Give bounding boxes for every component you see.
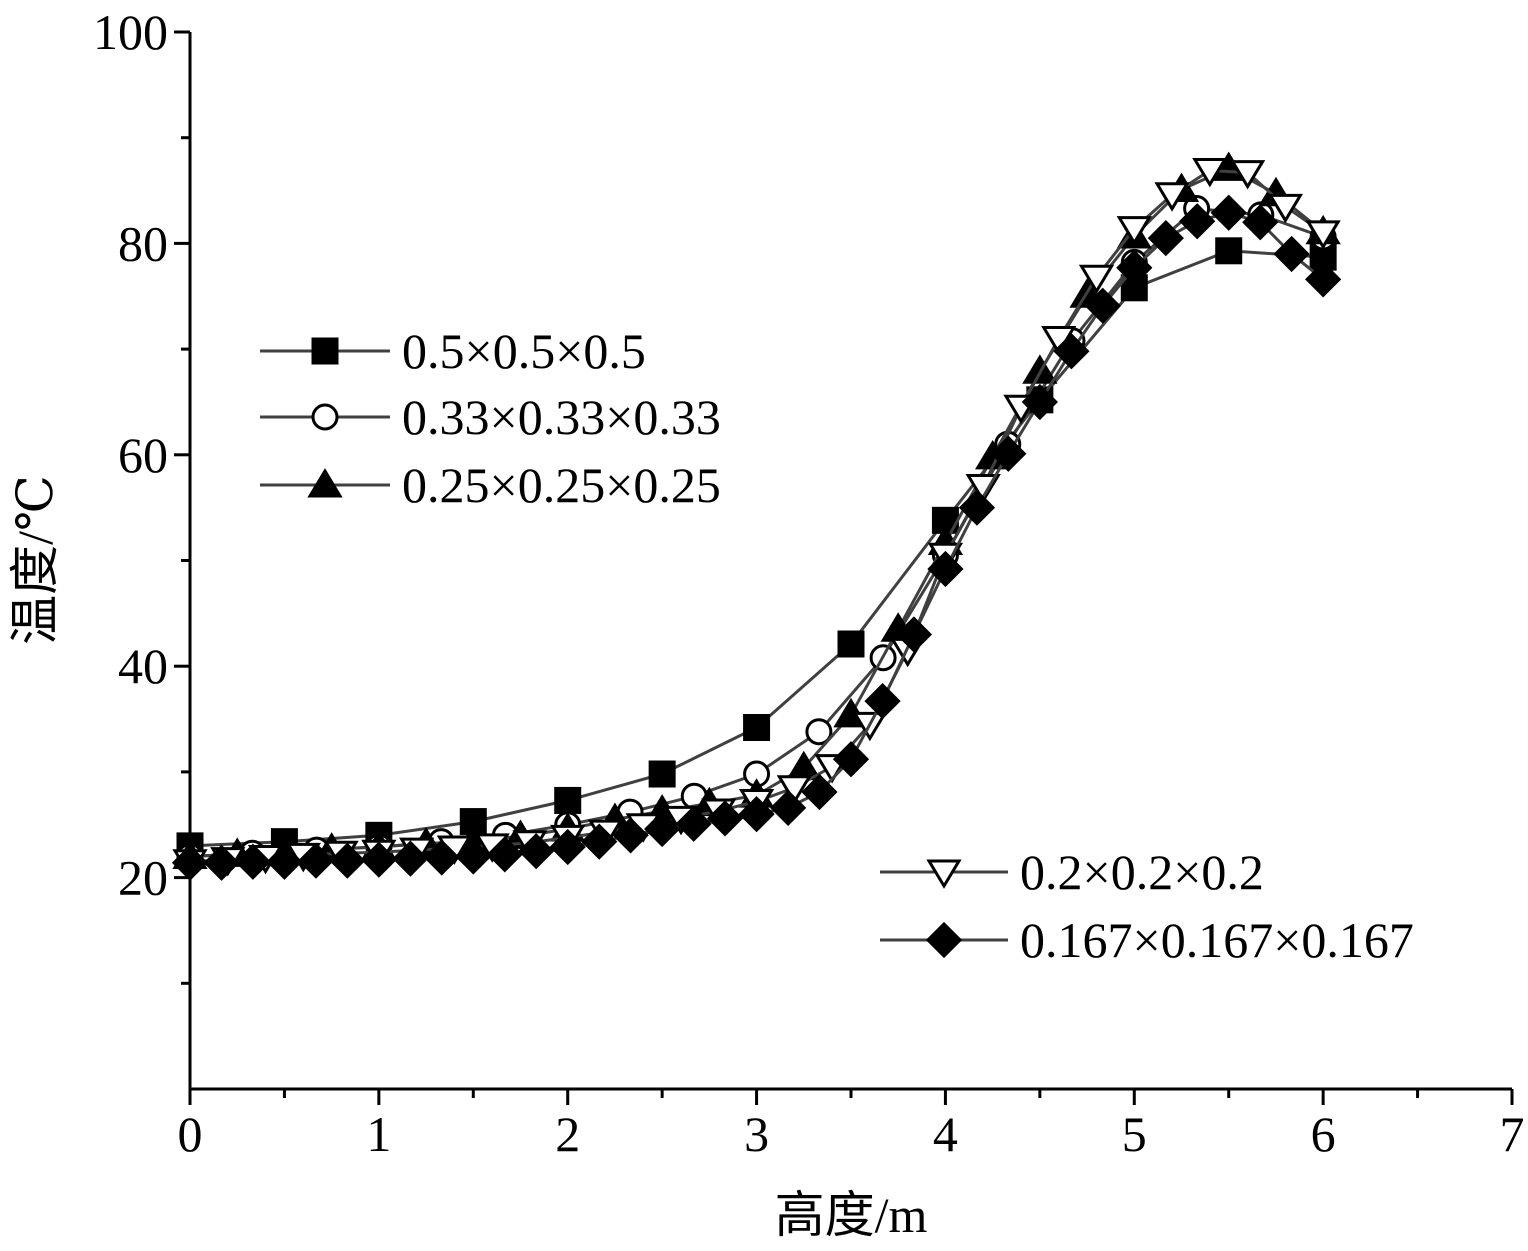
data-point <box>1116 249 1153 286</box>
data-point <box>581 823 618 860</box>
axes: 0 1 2 3 4 5 6 7 20 40 60 80 100 <box>93 4 1525 1162</box>
data-point <box>990 435 1027 472</box>
data-point <box>486 836 523 873</box>
data-point <box>1267 193 1304 224</box>
series-line <box>189 168 1324 864</box>
y-tick-label: 20 <box>118 850 168 906</box>
data-point <box>1116 216 1152 246</box>
legend: 0.5×0.5×0.5 0.33×0.33×0.33 0.25×0.25×0.25 0… <box>260 323 1414 968</box>
data-point <box>706 800 744 837</box>
data-point <box>648 760 676 788</box>
x-tick-label: 5 <box>1122 1106 1147 1162</box>
data-point <box>927 550 964 588</box>
x-tick-label: 6 <box>1311 1106 1336 1162</box>
x-tick-label: 3 <box>744 1106 769 1162</box>
x-tick-label: 0 <box>178 1106 203 1162</box>
y-axis-label: 温度/℃ <box>7 475 63 645</box>
x-tick-label: 4 <box>933 1106 958 1162</box>
legend-marker <box>925 921 963 959</box>
legend-entry: 0.167×0.167×0.167 <box>880 912 1414 968</box>
legend-marker <box>311 403 339 431</box>
data-point <box>266 843 303 880</box>
legend-entry: 0.33×0.33×0.33 <box>260 389 721 445</box>
data-point <box>1179 203 1216 240</box>
data-point <box>895 616 933 653</box>
data-point <box>549 828 586 866</box>
y-ticks: 20 40 60 80 100 <box>93 4 190 985</box>
x-tick-label: 1 <box>366 1106 391 1162</box>
data-point <box>1242 204 1279 241</box>
legend-marker <box>311 337 339 365</box>
data-point <box>776 775 812 805</box>
data-point <box>360 841 397 878</box>
data-point <box>837 630 865 658</box>
data-point <box>864 682 901 720</box>
y-tick-label: 100 <box>93 4 168 60</box>
series-line <box>189 206 1324 858</box>
data-point <box>203 844 240 881</box>
data-point <box>1078 264 1115 295</box>
data-point <box>1229 160 1266 190</box>
data-point <box>423 839 460 876</box>
legend-label: 0.167×0.167×0.167 <box>1020 912 1414 968</box>
data-point <box>769 789 807 826</box>
data-point <box>1154 182 1190 212</box>
x-ticks: 0 1 2 3 4 5 6 7 <box>178 1089 1525 1162</box>
legend-label: 0.5×0.5×0.5 <box>402 323 646 379</box>
data-point <box>554 786 582 814</box>
legend-entry: 0.25×0.25×0.25 <box>260 457 721 513</box>
data-point <box>1084 287 1121 324</box>
data-point <box>329 842 366 879</box>
series-5 <box>171 194 1342 881</box>
series-layer <box>171 151 1342 881</box>
data-point <box>518 833 555 870</box>
data-point <box>958 489 996 526</box>
x-tick-label: 2 <box>555 1106 580 1162</box>
data-point <box>675 805 712 842</box>
data-point <box>1147 219 1184 257</box>
data-point <box>738 796 775 833</box>
data-point <box>644 810 681 848</box>
data-point <box>832 741 870 778</box>
data-point <box>392 840 429 877</box>
y-tick-label: 80 <box>118 215 168 271</box>
data-point <box>1210 194 1247 231</box>
data-point <box>1192 157 1228 188</box>
data-point <box>234 843 272 880</box>
data-point <box>297 842 335 879</box>
series-3 <box>172 151 1341 869</box>
data-point <box>801 773 838 811</box>
data-point <box>1021 383 1058 421</box>
legend-marker <box>307 468 343 498</box>
series-line <box>189 249 1324 848</box>
x-axis-label: 高度/m <box>775 1187 928 1243</box>
data-point <box>1215 237 1243 265</box>
legend-entry: 0.2×0.2×0.2 <box>880 844 1264 900</box>
y-tick-label: 60 <box>118 427 168 483</box>
legend-label: 0.33×0.33×0.33 <box>402 389 721 445</box>
data-point <box>1053 333 1090 370</box>
data-point <box>171 844 209 881</box>
data-point <box>1305 220 1341 250</box>
legend-label: 0.2×0.2×0.2 <box>1020 844 1264 900</box>
data-point <box>455 838 492 875</box>
data-point <box>743 714 771 742</box>
data-point <box>1273 235 1310 273</box>
y-tick-label: 40 <box>118 638 168 694</box>
legend-marker <box>926 859 962 889</box>
data-point <box>805 718 833 746</box>
data-point <box>612 817 649 854</box>
legend-label: 0.25×0.25×0.25 <box>402 457 721 513</box>
series-line <box>189 166 1325 858</box>
data-point <box>1305 261 1342 298</box>
x-tick-label: 7 <box>1500 1106 1525 1162</box>
legend-entry: 0.5×0.5×0.5 <box>260 323 646 379</box>
series-2 <box>176 195 1337 870</box>
